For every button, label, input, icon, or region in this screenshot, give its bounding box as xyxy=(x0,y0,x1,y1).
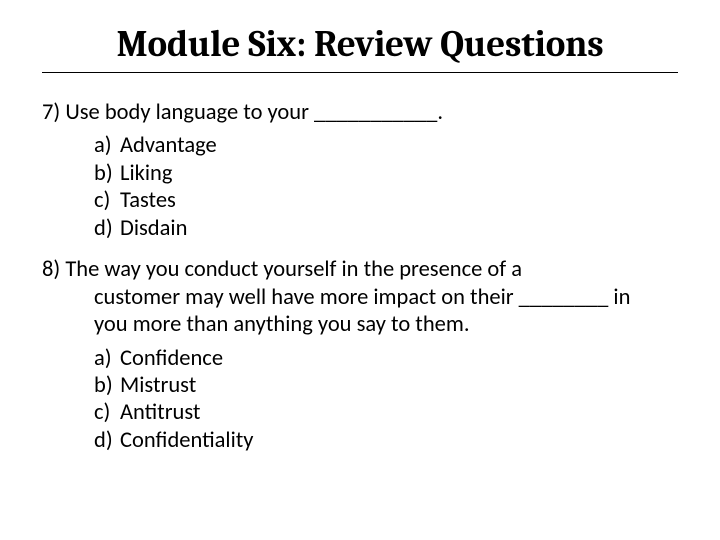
option-label: b) xyxy=(94,372,120,399)
question-8: 8) The way you conduct yourself in the p… xyxy=(42,256,678,338)
slide-title: Module Six: Review Questions xyxy=(42,24,678,73)
option-text: Advantage xyxy=(120,132,217,159)
option-8d: d)Confidentiality xyxy=(94,427,678,454)
option-text: Confidence xyxy=(120,345,223,372)
question-7-prompt: 7) Use body language to your ___________… xyxy=(42,99,443,126)
option-text: Disdain xyxy=(120,215,187,242)
option-label: c) xyxy=(94,187,120,214)
option-7c: c)Tastes xyxy=(94,187,678,214)
option-8a: a)Confidence xyxy=(94,345,678,372)
question-8-prompt-line2: customer may well have more impact on th… xyxy=(42,284,668,339)
option-text: Confidentiality xyxy=(120,427,253,454)
option-7d: d)Disdain xyxy=(94,215,678,242)
slide: Module Six: Review Questions 7) Use body… xyxy=(0,0,720,540)
question-8-prompt-line1: 8) The way you conduct yourself in the p… xyxy=(42,256,522,283)
option-8c: c)Antitrust xyxy=(94,399,678,426)
option-text: Liking xyxy=(120,160,172,187)
option-text: Mistrust xyxy=(120,372,196,399)
option-label: c) xyxy=(94,399,120,426)
option-label: b) xyxy=(94,160,120,187)
option-7b: b)Liking xyxy=(94,160,678,187)
option-label: a) xyxy=(94,345,120,372)
question-7-options: a)Advantage b)Liking c)Tastes d)Disdain xyxy=(42,132,678,242)
option-text: Antitrust xyxy=(120,399,200,426)
option-text: Tastes xyxy=(120,187,176,214)
question-7: 7) Use body language to your ___________… xyxy=(42,99,678,126)
option-7a: a)Advantage xyxy=(94,132,678,159)
option-label: d) xyxy=(94,215,120,242)
question-8-options: a)Confidence b)Mistrust c)Antitrust d)Co… xyxy=(42,345,678,455)
option-label: d) xyxy=(94,427,120,454)
option-label: a) xyxy=(94,132,120,159)
option-8b: b)Mistrust xyxy=(94,372,678,399)
